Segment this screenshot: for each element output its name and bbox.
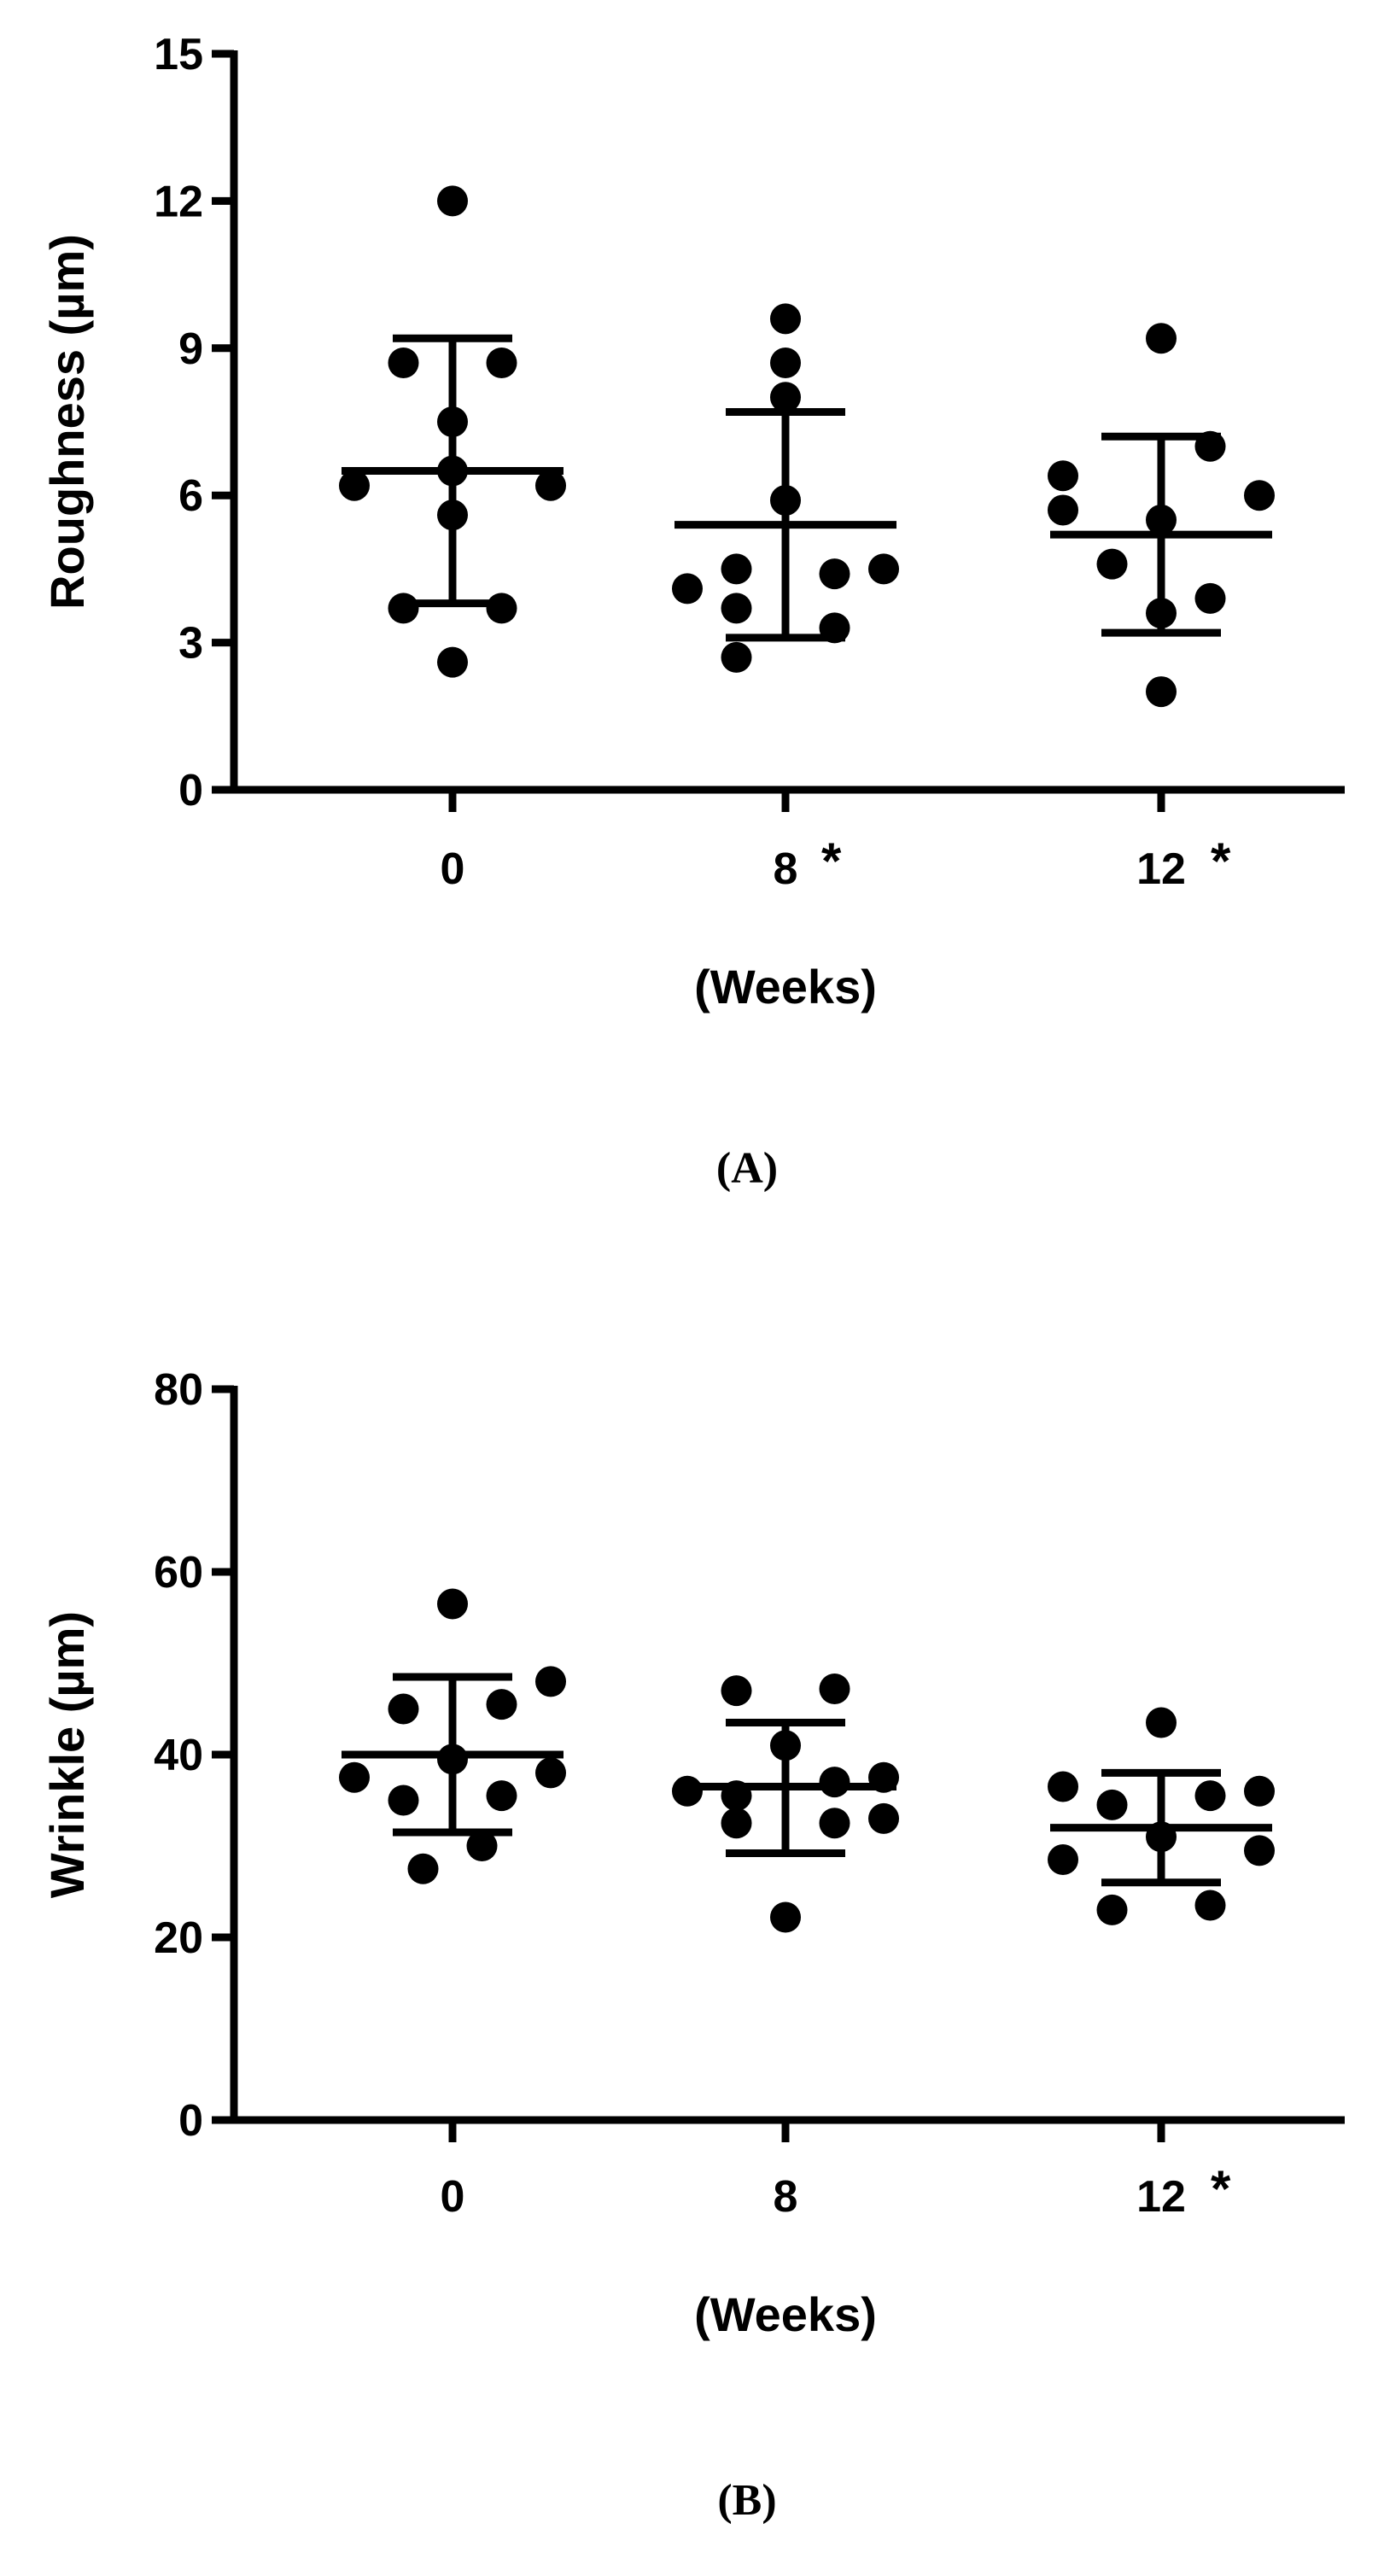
y-tick-label: 80	[154, 1365, 203, 1415]
group-12	[1048, 1707, 1275, 1925]
data-point	[1048, 494, 1078, 526]
x-tick-label: 12	[1136, 844, 1186, 894]
data-point	[486, 348, 517, 379]
y-tick-label: 60	[154, 1548, 203, 1598]
significance-asterisk: *	[1211, 2160, 1231, 2217]
data-point	[486, 593, 517, 624]
data-point	[339, 1761, 370, 1793]
y-tick-label: 15	[154, 30, 203, 79]
data-point	[388, 1785, 419, 1816]
data-point	[1244, 480, 1275, 511]
x-tick-label: 8	[774, 844, 798, 894]
data-point	[466, 1831, 498, 1861]
group-0	[339, 185, 566, 678]
data-point	[1048, 460, 1078, 492]
panel-label: (A)	[716, 1144, 778, 1193]
data-point	[1146, 1707, 1177, 1738]
data-point	[1096, 1789, 1128, 1820]
x-tick-label: 8	[774, 2172, 798, 2222]
data-point	[770, 303, 801, 335]
data-point	[1096, 548, 1128, 580]
data-point	[339, 470, 370, 501]
y-tick-label: 0	[178, 2096, 203, 2146]
y-axis-title: Wrinkle (µm)	[40, 1611, 94, 1898]
data-point	[1048, 1844, 1078, 1876]
data-point	[1194, 1780, 1226, 1812]
chart-b: 0 20 40 60 80 0 8 12 * Wrinkle (µm) (Weeks) (B)	[40, 1365, 1345, 2525]
x-axis-title: (Weeks)	[694, 2287, 877, 2341]
data-point	[1194, 1890, 1226, 1921]
significance-asterisk: *	[821, 832, 842, 890]
data-point	[770, 382, 801, 413]
data-point	[486, 1780, 517, 1812]
data-point	[388, 1693, 419, 1725]
x-tick-label: 0	[441, 844, 465, 894]
y-tick-label: 3	[178, 619, 203, 669]
data-point	[770, 348, 801, 379]
data-point	[770, 1901, 801, 1933]
panel-label: (B)	[717, 2476, 776, 2525]
group-0	[339, 1588, 566, 1884]
data-point	[721, 553, 752, 585]
data-point	[1194, 582, 1226, 614]
data-point	[388, 348, 419, 379]
data-point	[1096, 1894, 1128, 1925]
x-tick-label: 12	[1136, 2172, 1186, 2222]
data-point	[1146, 676, 1177, 708]
y-tick-label: 0	[178, 766, 203, 815]
group-8	[672, 303, 899, 673]
x-tick-label: 0	[441, 2172, 465, 2222]
data-point	[437, 646, 468, 678]
data-point	[1048, 1771, 1078, 1802]
y-tick-label: 6	[178, 471, 203, 521]
data-point	[721, 593, 752, 624]
data-point	[819, 1767, 850, 1798]
data-point	[819, 558, 850, 590]
group-12	[1048, 323, 1275, 708]
data-point	[1244, 1775, 1275, 1807]
y-tick-label: 9	[178, 324, 203, 374]
data-point	[721, 1808, 752, 1839]
data-point	[672, 573, 703, 605]
data-point	[535, 1666, 566, 1697]
data-point	[868, 1802, 899, 1834]
x-axis-title: (Weeks)	[694, 960, 877, 1013]
data-point	[868, 553, 899, 585]
data-point	[721, 1675, 752, 1707]
data-point	[721, 641, 752, 673]
data-point	[437, 185, 468, 217]
y-tick-label: 12	[154, 177, 203, 226]
data-point	[535, 1757, 566, 1789]
data-point	[672, 1775, 703, 1807]
data-point	[535, 470, 566, 501]
data-point	[1244, 1835, 1275, 1866]
data-point	[486, 1689, 517, 1720]
significance-asterisk: *	[1211, 832, 1231, 890]
data-point	[819, 1673, 850, 1704]
data-point	[437, 1588, 468, 1620]
data-point	[407, 1853, 439, 1884]
y-tick-label: 40	[154, 1731, 203, 1780]
chart-a: 0 3 6 9 12 15 0 8 * 12 * Roughness (µm) (Weeks) (A)	[40, 30, 1345, 1193]
data-point	[819, 1808, 850, 1839]
y-axis-title: Roughness (µm)	[40, 234, 94, 610]
y-tick-label: 20	[154, 1913, 203, 1963]
group-8	[672, 1673, 899, 1933]
data-point	[1146, 323, 1177, 354]
data-point	[388, 593, 419, 624]
